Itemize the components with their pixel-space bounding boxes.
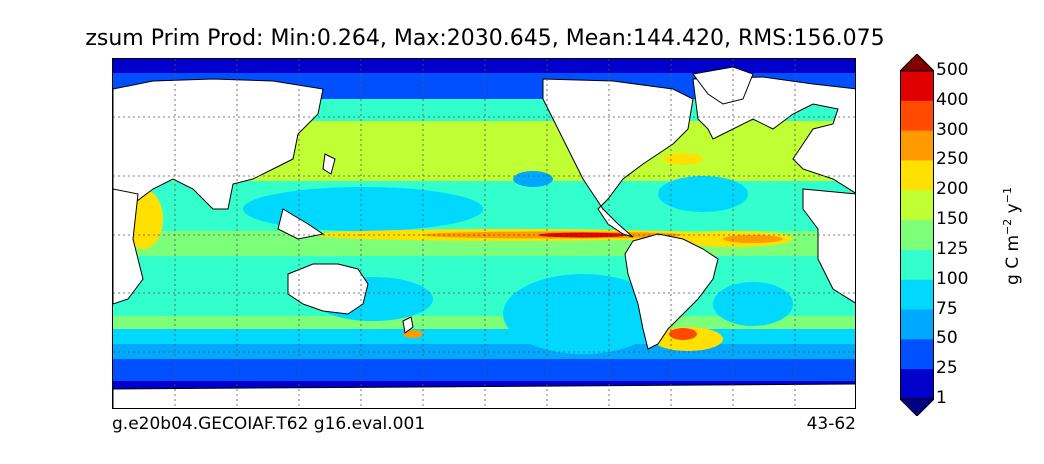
ocean-productivity-map — [112, 58, 856, 409]
colorbar-segment — [900, 309, 934, 340]
colorbar-segment — [900, 71, 934, 102]
land-greenland — [692, 66, 754, 105]
colorbar-tick-label: 100 — [936, 268, 969, 289]
colorbar-segment — [900, 100, 934, 132]
colorbar — [900, 54, 934, 416]
colorbar-tick-label: 150 — [936, 209, 969, 230]
colorbar-segment — [900, 130, 934, 161]
land-africa — [802, 188, 855, 304]
units-exp2: −1 — [1001, 187, 1015, 204]
units-exp1: −2 — [1001, 218, 1015, 235]
north-atlantic-gyre — [658, 176, 748, 212]
land-indonesia — [277, 208, 325, 240]
years-label: 43-62 — [806, 414, 856, 434]
south-atlantic-gyre — [713, 282, 793, 326]
colorbar-tick-label: 200 — [936, 179, 969, 200]
land-south-america — [624, 233, 719, 350]
new-zealand-bloom — [403, 330, 423, 338]
patagonian-shelf-core — [669, 328, 697, 340]
colorbar-frame — [900, 70, 934, 400]
colorbar-segment — [900, 220, 934, 251]
colorbar-tick-label: 25 — [936, 358, 958, 379]
colorbar-segment — [900, 249, 934, 281]
land-africa-east — [113, 188, 144, 305]
colorbar-tick-label: 125 — [936, 238, 969, 259]
southern-band-3 — [113, 359, 855, 381]
gulf-stream-bloom — [663, 153, 703, 165]
land-new-zealand — [402, 316, 414, 334]
land-north-america — [542, 78, 694, 238]
graticule — [113, 59, 855, 408]
units-mid: y — [1002, 203, 1023, 219]
colorbar-tick-label: 500 — [936, 60, 969, 80]
colorbar-segment — [900, 339, 934, 370]
colorbar-tick-label: 1 — [936, 388, 947, 408]
colorbar-segment — [900, 190, 934, 221]
colorbar-segments — [900, 54, 934, 416]
arctic-ice-band — [113, 59, 855, 73]
atlantic-equatorial-core — [723, 235, 783, 243]
colorbar-extend-min — [900, 398, 934, 416]
south-pacific-gyre — [503, 274, 663, 354]
colorbar-tick-label: 300 — [936, 119, 969, 140]
colorbar-segment — [900, 369, 934, 400]
case-label: g.e20b04.GECOIAF.T62 g16.eval.001 — [112, 414, 426, 434]
colorbar-segment — [900, 160, 934, 191]
land-europe-africa-north — [692, 76, 855, 194]
colorbar-tick-label: 75 — [936, 298, 958, 319]
land-eurasia — [113, 78, 324, 210]
colorbar-tick-label: 250 — [936, 149, 969, 170]
colorbar-segment — [900, 279, 934, 311]
colorbar-units: g C m−2 y−1 — [1001, 187, 1023, 285]
units-base: g C m — [1002, 234, 1023, 285]
colorbar-extend-max — [900, 54, 934, 72]
chart-title: zsum Prim Prod: Min:0.264, Max:2030.645,… — [85, 26, 885, 51]
land-australia — [287, 263, 369, 315]
land-japan — [322, 153, 336, 175]
north-pacific-core — [513, 171, 553, 187]
map-svg — [113, 59, 855, 408]
colorbar-tick-label: 400 — [936, 89, 969, 110]
colorbar-tick-label: 50 — [936, 328, 958, 349]
